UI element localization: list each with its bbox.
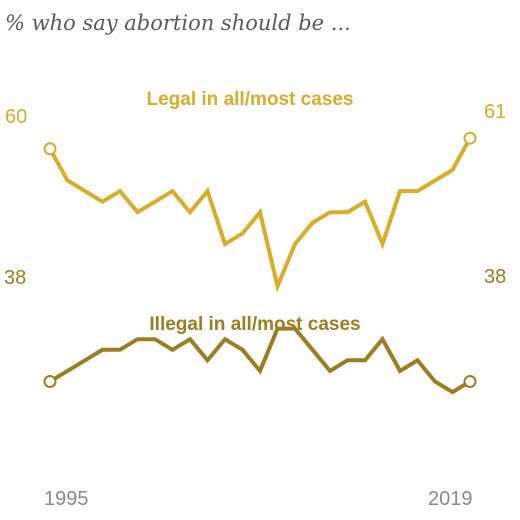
legal-series-label: Legal in all/most cases bbox=[147, 89, 354, 110]
x-tick-start: 1995 bbox=[44, 488, 89, 510]
legal-start-value: 60 bbox=[5, 106, 27, 128]
legal-end-point bbox=[463, 131, 477, 145]
legal-start-point bbox=[43, 142, 57, 156]
series-layer bbox=[43, 131, 477, 395]
illegal-series-label: Illegal in all/most cases bbox=[149, 314, 360, 335]
illegal-start-point bbox=[43, 375, 57, 388]
legal-end-value: 61 bbox=[484, 101, 506, 123]
chart-subtitle: % who say abortion should be ... bbox=[5, 11, 351, 35]
x-tick-end: 2019 bbox=[428, 488, 473, 510]
illegal-start-value: 38 bbox=[4, 267, 26, 289]
illegal-end-point bbox=[463, 375, 477, 388]
legal-series-line bbox=[48, 137, 472, 293]
illegal-series-line bbox=[48, 326, 472, 395]
illegal-end-value: 38 bbox=[484, 266, 506, 288]
